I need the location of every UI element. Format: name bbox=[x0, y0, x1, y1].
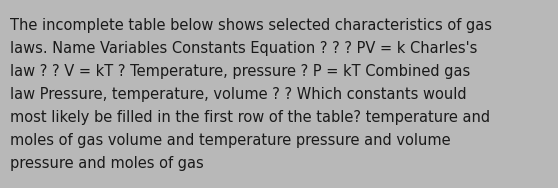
Text: law ? ? V = kT ? Temperature, pressure ? P = kT Combined gas: law ? ? V = kT ? Temperature, pressure ?… bbox=[10, 64, 470, 79]
Text: The incomplete table below shows selected characteristics of gas: The incomplete table below shows selecte… bbox=[10, 18, 492, 33]
Text: moles of gas volume and temperature pressure and volume: moles of gas volume and temperature pres… bbox=[10, 133, 451, 148]
Text: most likely be filled in the first row of the table? temperature and: most likely be filled in the first row o… bbox=[10, 110, 490, 125]
Text: law Pressure, temperature, volume ? ? Which constants would: law Pressure, temperature, volume ? ? Wh… bbox=[10, 87, 466, 102]
Text: laws. Name Variables Constants Equation ? ? ? PV = k Charles's: laws. Name Variables Constants Equation … bbox=[10, 41, 478, 56]
Text: pressure and moles of gas: pressure and moles of gas bbox=[10, 156, 204, 171]
